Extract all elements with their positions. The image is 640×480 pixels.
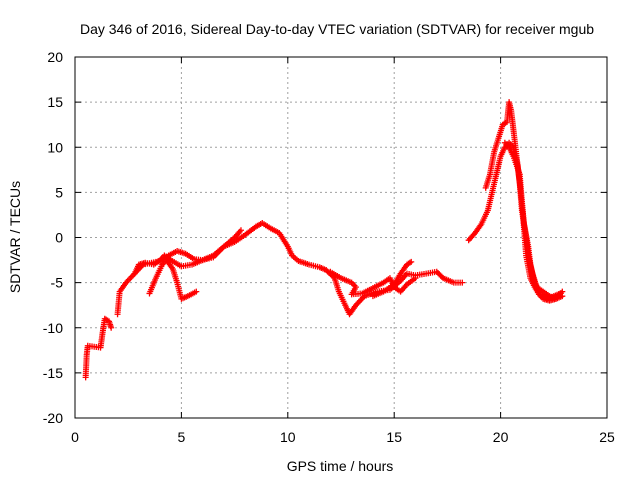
x-tick-label: 0 [71,429,79,445]
series-track-9 [482,99,566,302]
x-tick-label: 15 [386,429,402,445]
x-tick-label: 25 [599,429,615,445]
y-tick-label: 15 [47,94,63,110]
series-track-1 [82,315,115,381]
x-tick-label: 5 [178,429,186,445]
data-point [108,324,115,331]
y-tick-label: 0 [55,230,63,246]
y-tick-label: 20 [47,49,63,65]
series-track-7 [369,258,415,300]
x-tick-label: 10 [280,429,296,445]
data-point [557,290,564,297]
data-point [237,227,244,234]
series-track-3 [146,257,200,302]
y-tick-label: -10 [43,320,63,336]
data-point [459,279,466,286]
series-track-10 [501,139,564,302]
chart-title: Day 346 of 2016, Sidereal Day-to-day VTE… [80,21,594,37]
grid-lines [75,57,607,418]
data-points [82,99,566,381]
data-point [412,275,419,282]
y-axis-label: SDTVAR / TECUs [7,181,23,293]
data-point [193,288,200,295]
x-tick-label: 20 [493,429,509,445]
x-axis-label: GPS time / hours [287,458,394,474]
y-tick-label: 5 [55,184,63,200]
series-track-5 [323,266,466,318]
series-track-4 [131,220,330,277]
data-point [438,273,445,280]
plot-border [74,56,608,419]
y-tick-label: 10 [47,139,63,155]
data-point [408,258,415,265]
y-tick-label: -20 [43,410,63,426]
y-tick-label: -5 [51,275,64,291]
y-tick-label: -15 [43,365,63,381]
